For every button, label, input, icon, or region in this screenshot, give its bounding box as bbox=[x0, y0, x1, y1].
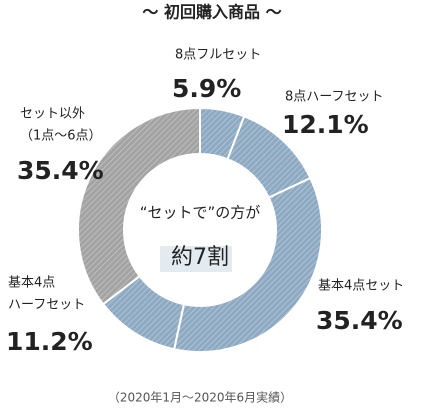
value-label: 35.4% bbox=[316, 306, 403, 335]
slice-label: 8点ハーフセット bbox=[285, 90, 384, 105]
highlight bbox=[160, 246, 232, 272]
slice-label: セット以外 bbox=[20, 107, 85, 122]
slice-label: （1点～6点） bbox=[20, 129, 102, 144]
value-label: 12.1% bbox=[282, 110, 369, 139]
footnote: （2020年1月～2020年6月実績） bbox=[108, 390, 292, 405]
value-label: 35.4% bbox=[17, 156, 104, 185]
slice-label: 基本4点 bbox=[8, 276, 55, 291]
center-text: “セットで”の方が bbox=[140, 204, 261, 222]
value-label: 5.9% bbox=[172, 74, 241, 103]
center-text: 約7割 bbox=[171, 245, 229, 270]
value-label: 11.2% bbox=[6, 327, 93, 356]
slice-label: ハーフセット bbox=[8, 298, 85, 313]
donut-slice bbox=[77, 106, 201, 306]
slice-label: 基本4点セット bbox=[318, 279, 404, 294]
slice-label: 8点フルセット bbox=[175, 48, 261, 63]
chart-title: ～ 初回購入商品 ～ bbox=[142, 3, 281, 22]
donut-slice bbox=[172, 176, 323, 353]
